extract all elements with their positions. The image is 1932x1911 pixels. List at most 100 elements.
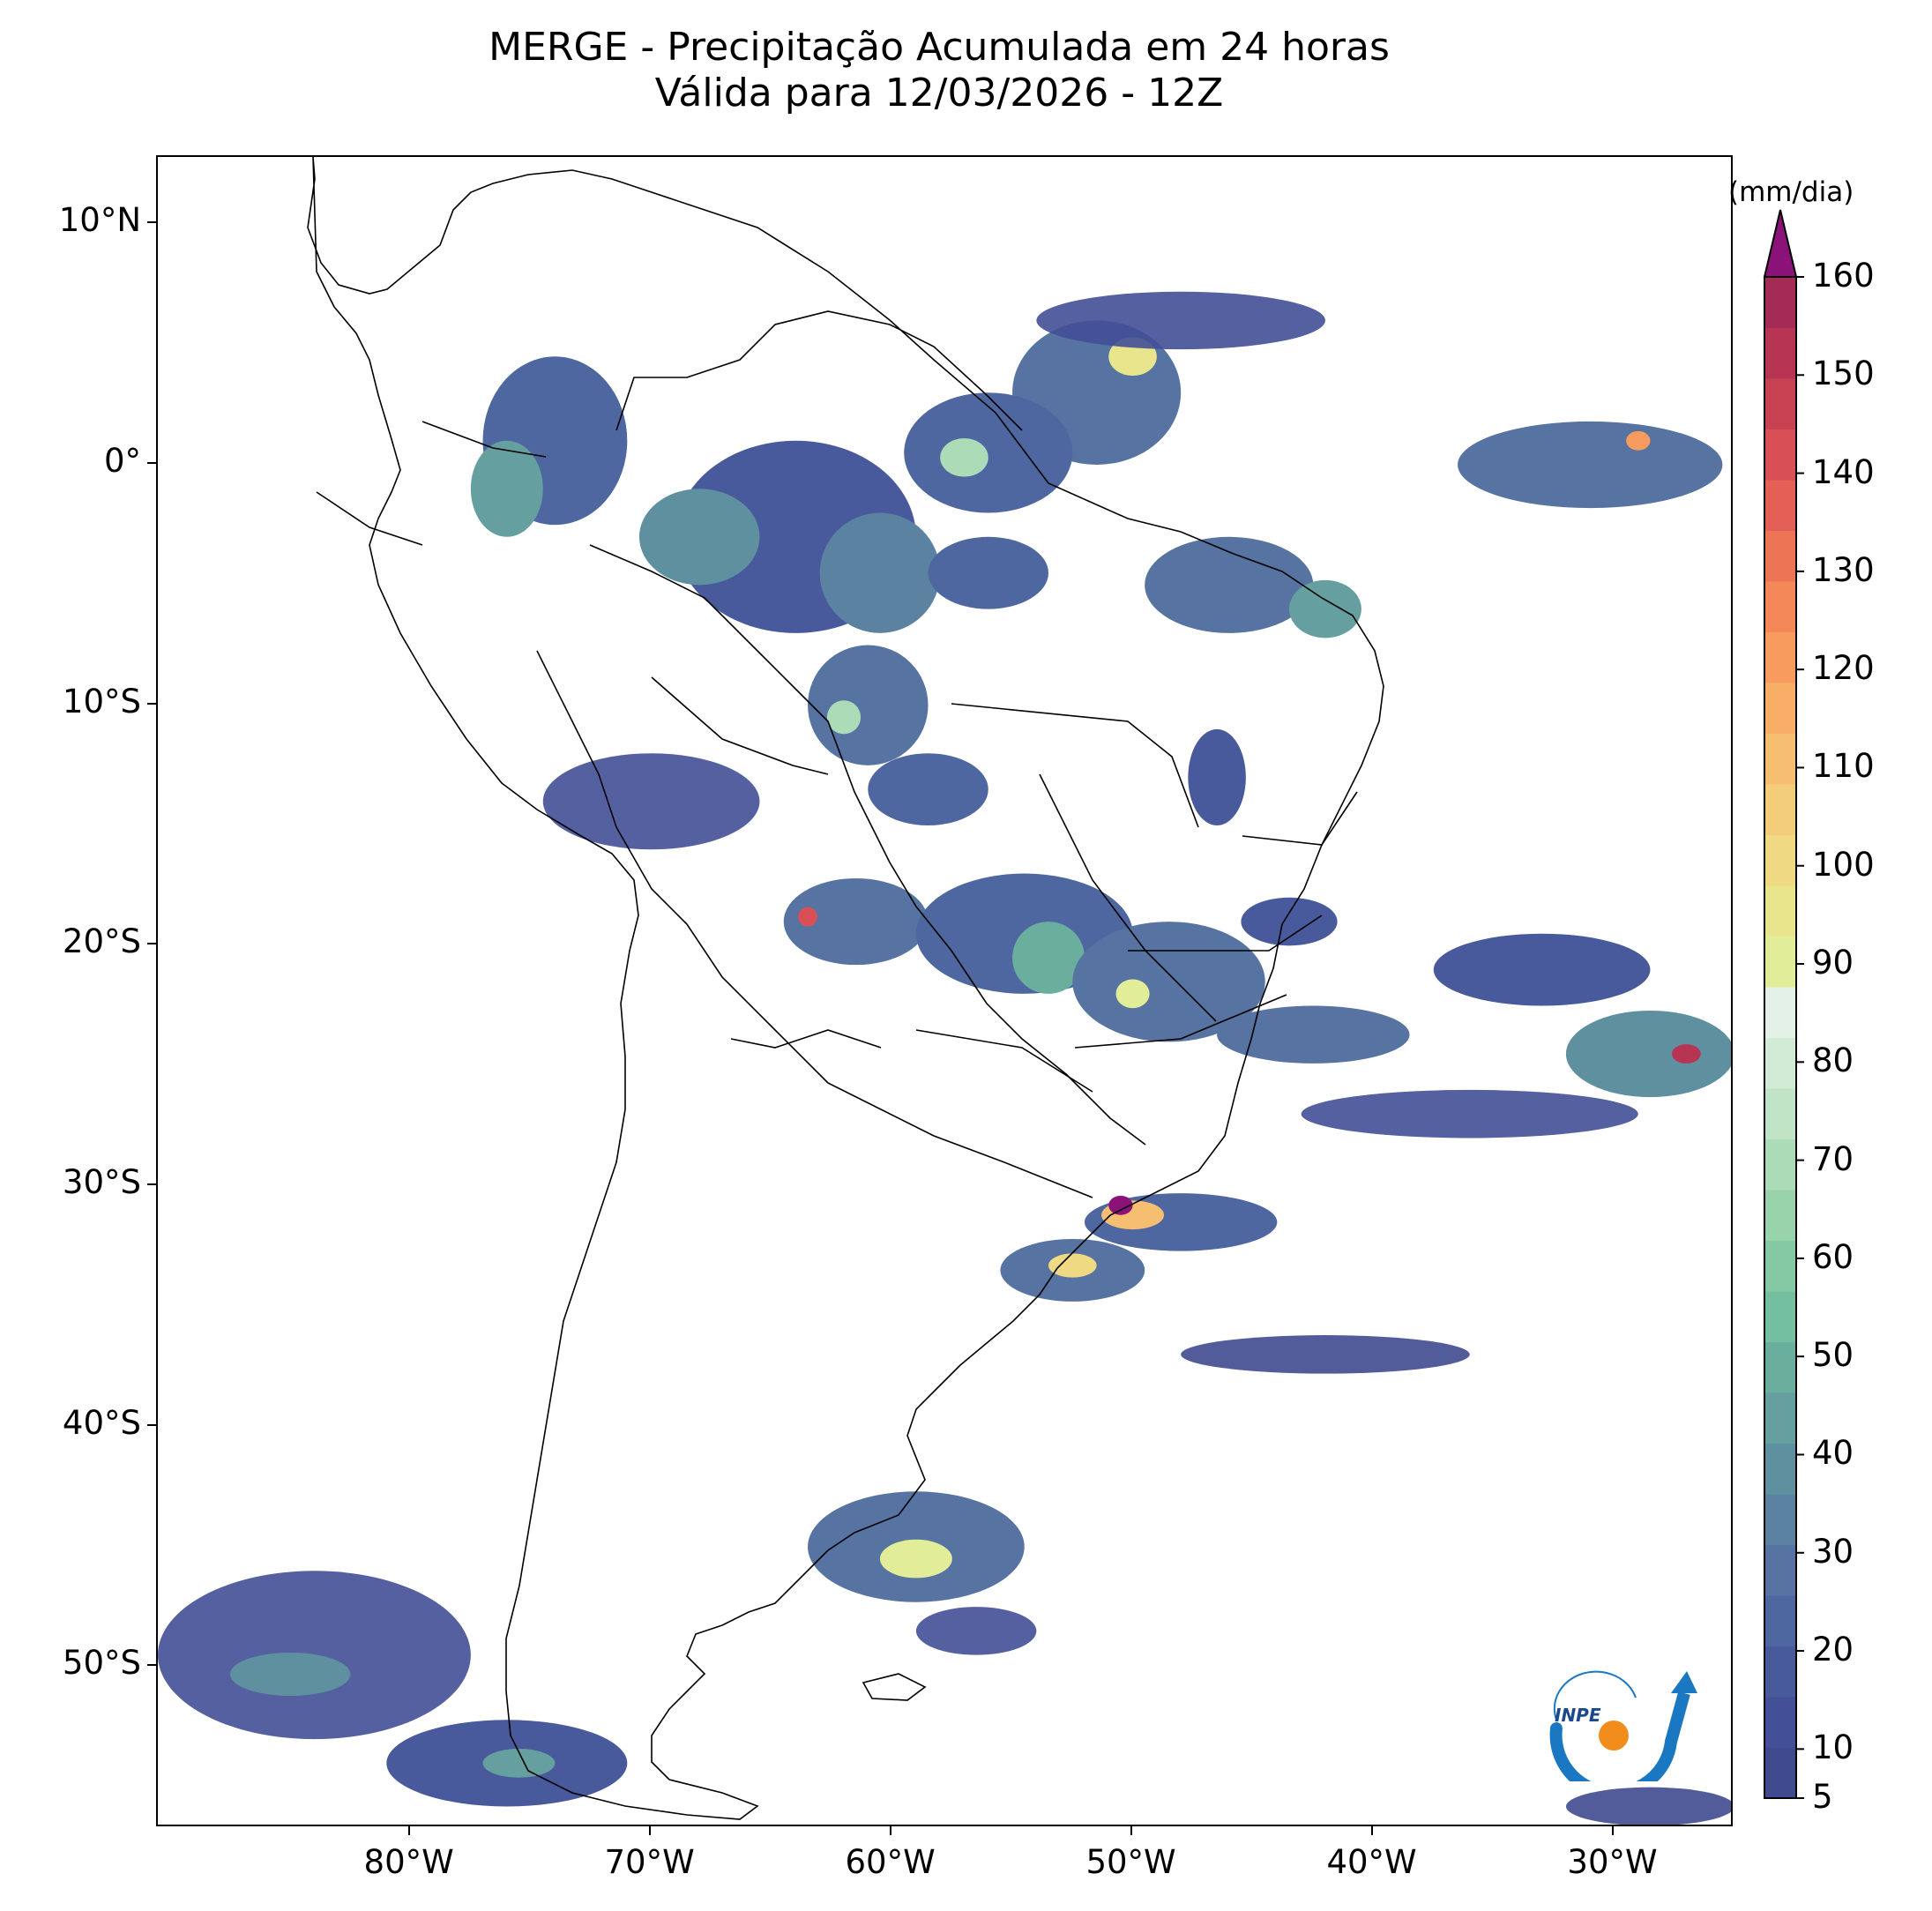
precip-area-14 — [826, 700, 862, 735]
lat-tick-label: 0° — [103, 442, 141, 480]
brazil-border — [589, 310, 1146, 1146]
lon-tick-mark — [407, 1826, 410, 1835]
precip-area-4 — [940, 438, 988, 477]
precip-area-25 — [1241, 897, 1338, 946]
precip-area-27 — [1565, 1010, 1731, 1098]
colorbar-swatch — [1764, 1088, 1796, 1139]
lon-tick-mark — [648, 1826, 651, 1835]
precip-area-30 — [1458, 421, 1723, 509]
country-borders — [316, 421, 1093, 1198]
lat-tick-mark — [147, 1183, 156, 1185]
lon-tick-label: 70°W — [604, 1843, 695, 1881]
south-america-coastline — [307, 157, 1384, 1820]
lat-tick-label: 20°S — [62, 922, 141, 961]
colorbar-tick-label: 50 — [1812, 1336, 1854, 1375]
precip-area-12 — [1288, 579, 1361, 638]
colorbar — [1763, 209, 1804, 1799]
precip-area-9 — [470, 440, 543, 537]
precip-area-15 — [868, 753, 988, 825]
map-subtitle: Válida para 12/03/2026 - 12Z — [654, 71, 1224, 116]
precip-area-40 — [915, 1607, 1037, 1655]
colorbar-swatch — [1764, 784, 1796, 835]
map-title: MERGE - Precipitação Acumulada em 24 hor… — [489, 25, 1390, 70]
colorbar-tick-label: 130 — [1812, 550, 1875, 589]
lat-tick-mark — [147, 221, 156, 224]
colorbar-swatch — [1764, 834, 1796, 886]
precip-area-6 — [819, 512, 941, 633]
lat-tick-mark — [147, 943, 156, 945]
precip-area-19 — [798, 907, 817, 927]
logo-text: INPE — [1555, 1705, 1601, 1726]
colorbar-swatch — [1764, 1697, 1796, 1748]
colorbar-extend-arrow — [1763, 209, 1798, 278]
inpe-logo: INPE — [1549, 1670, 1697, 1781]
colorbar-swatch — [1764, 581, 1796, 632]
colorbar-swatch — [1764, 936, 1796, 988]
colorbar-swatch — [1764, 733, 1796, 785]
colorbar-swatch — [1764, 1291, 1796, 1342]
precip-area-18 — [783, 877, 929, 966]
colorbar-swatch — [1764, 1443, 1796, 1495]
lat-tick-label: 40°S — [62, 1403, 141, 1442]
colorbar-swatch — [1764, 1392, 1796, 1444]
colorbar-tick-label: 100 — [1812, 845, 1875, 884]
lat-tick-mark — [147, 702, 156, 705]
map-panel — [156, 155, 1733, 1826]
colorbar-swatch — [1764, 1595, 1796, 1646]
precip-area-17 — [1188, 728, 1246, 826]
lon-tick-mark — [1611, 1826, 1614, 1835]
colorbar-swatch — [1764, 1190, 1796, 1241]
lat-tick-mark — [147, 1423, 156, 1426]
colorbar-swatch — [1764, 1138, 1796, 1191]
colorbar-tick-label: 5 — [1812, 1778, 1833, 1816]
precipitation-layer — [158, 291, 1731, 1825]
colorbar-swatch — [1764, 530, 1796, 582]
colorbar-swatch — [1764, 1341, 1796, 1393]
lon-tick-label: 80°W — [363, 1843, 454, 1881]
falklands-coastline — [862, 1673, 927, 1701]
colorbar-swatch — [1764, 1747, 1796, 1799]
precip-area-36 — [1048, 1253, 1097, 1278]
colorbar-tick-label: 150 — [1812, 355, 1875, 393]
lon-tick-label: 30°W — [1567, 1843, 1658, 1881]
colorbar-tick-label: 120 — [1812, 649, 1875, 688]
colorbar-tick-label: 60 — [1812, 1237, 1854, 1276]
precip-area-29 — [1301, 1089, 1638, 1138]
colorbar-border — [1764, 276, 1797, 1799]
colorbar-swatch — [1764, 631, 1796, 683]
colorbar-swatch — [1764, 683, 1796, 734]
colorbar-swatch — [1764, 1646, 1796, 1698]
colorbar-tick-label: 160 — [1812, 257, 1875, 295]
precip-area-37 — [1181, 1335, 1470, 1374]
colorbar-swatch — [1764, 1494, 1796, 1545]
precip-area-45 — [1565, 1787, 1731, 1825]
colorbar-tick-label: 90 — [1812, 944, 1854, 982]
colorbar-tick-label: 80 — [1812, 1041, 1854, 1080]
colorbar-tick-label: 20 — [1812, 1631, 1854, 1669]
precip-area-21 — [1012, 922, 1085, 994]
lon-tick-label: 60°W — [845, 1843, 936, 1881]
precip-area-26 — [1433, 933, 1651, 1006]
state-borders — [915, 703, 1358, 1093]
lat-tick-mark — [147, 1664, 156, 1667]
precip-area-24 — [1217, 1005, 1410, 1064]
precip-area-22 — [1072, 922, 1265, 1042]
colorbar-tick-label: 70 — [1812, 1139, 1854, 1178]
precip-area-16 — [542, 753, 760, 850]
precip-area-42 — [229, 1652, 351, 1697]
precip-area-3 — [904, 392, 1073, 513]
precip-area-28 — [1672, 1044, 1701, 1064]
lon-tick-mark — [1370, 1826, 1373, 1835]
lat-tick-label: 10°S — [62, 682, 141, 720]
precip-area-34 — [1108, 1195, 1133, 1215]
map-canvas — [158, 157, 1731, 1825]
coastline-layer — [307, 157, 1384, 1820]
precip-area-13 — [808, 645, 929, 765]
precip-area-11 — [1145, 536, 1314, 633]
colorbar-swatch — [1764, 327, 1796, 379]
colorbar-swatch — [1764, 429, 1796, 481]
precip-area-10 — [928, 536, 1049, 609]
colorbar-tick-label: 40 — [1812, 1434, 1854, 1473]
colorbar-swatch — [1764, 378, 1796, 429]
colorbar-swatch — [1764, 480, 1796, 531]
